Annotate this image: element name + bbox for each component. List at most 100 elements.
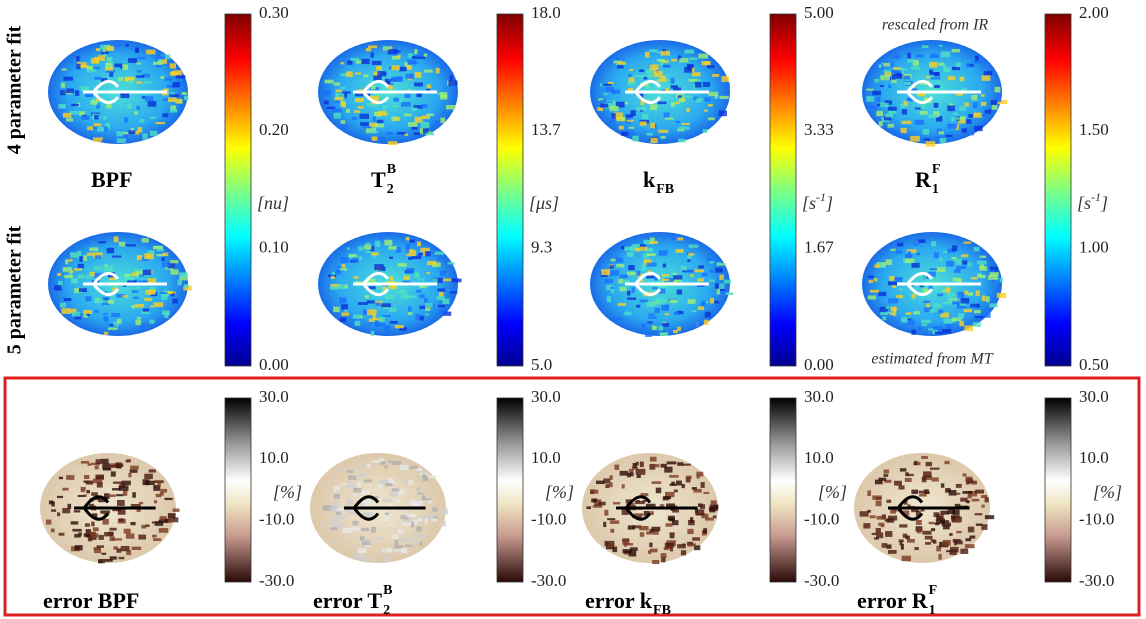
brain-texture <box>398 548 402 552</box>
brain-texture <box>610 257 620 260</box>
brain-texture <box>432 277 443 283</box>
brain-texture <box>635 247 641 252</box>
brain-texture <box>116 130 124 137</box>
brain-texture <box>970 480 978 485</box>
brain-texture <box>678 138 686 143</box>
brain-texture <box>940 51 951 58</box>
brain-texture <box>348 510 357 515</box>
brain-texture <box>58 476 64 480</box>
brain-texture <box>872 90 882 96</box>
brain-texture <box>344 284 348 289</box>
brain-texture <box>977 273 982 278</box>
brain-texture <box>405 295 416 298</box>
brain-texture <box>126 550 132 556</box>
brain-texture <box>334 493 340 499</box>
brain-texture <box>434 251 445 255</box>
brain-texture <box>113 481 124 484</box>
brain-texture <box>405 243 410 250</box>
brain-texture <box>404 62 408 68</box>
brain-texture <box>945 488 951 493</box>
brain-texture <box>604 509 609 516</box>
brain-texture <box>101 552 107 555</box>
brain-texture <box>874 479 883 485</box>
brain-texture <box>615 258 624 263</box>
brain-texture <box>981 101 987 106</box>
brain-texture <box>951 245 958 252</box>
brain-texture <box>353 494 357 497</box>
brain-texture <box>916 252 921 256</box>
brain-texture <box>371 460 382 463</box>
brain-texture <box>677 544 686 549</box>
brain-texture <box>669 532 675 539</box>
brain-texture <box>942 250 948 254</box>
brain-texture <box>118 485 129 491</box>
brain-texture <box>892 309 897 316</box>
brain-texture <box>701 513 709 519</box>
brain-texture <box>388 307 397 312</box>
brain-texture <box>359 315 363 319</box>
brain-texture <box>919 284 924 288</box>
colorbar-tick-label: 30.0 <box>1079 387 1109 406</box>
brain-texture <box>884 519 892 522</box>
brain-texture <box>387 84 393 90</box>
brain-texture <box>723 279 732 284</box>
brain-texture <box>887 123 894 128</box>
brain-texture <box>970 303 980 308</box>
brain-texture <box>435 67 440 74</box>
brain-texture <box>596 480 605 485</box>
brain-texture <box>83 494 87 497</box>
colorbar-tick-label: -10.0 <box>1079 510 1114 529</box>
brain-texture <box>921 477 927 483</box>
brain-texture <box>609 482 613 488</box>
brain-texture <box>124 273 131 279</box>
brain-texture <box>374 111 382 117</box>
brain-texture <box>411 126 418 130</box>
brain-texture <box>945 287 951 293</box>
brain-texture <box>362 309 371 315</box>
brain-texture <box>125 276 135 282</box>
label: R <box>915 167 932 192</box>
brain-image <box>40 453 180 564</box>
brain-texture <box>369 245 375 252</box>
brain-texture <box>116 138 126 144</box>
colorbar-tick-label: 10.0 <box>1079 448 1109 467</box>
brain-texture <box>398 529 404 534</box>
brain-texture <box>603 521 607 528</box>
label: [nu] <box>257 193 289 213</box>
brain-texture <box>952 509 960 515</box>
brain-texture <box>68 259 73 262</box>
brain-texture <box>408 479 414 485</box>
brain-texture <box>442 311 452 316</box>
brain-texture <box>338 284 345 290</box>
brain-texture <box>935 136 942 142</box>
brain-texture <box>640 99 645 106</box>
brain-texture <box>628 468 634 473</box>
brain-texture <box>93 137 103 142</box>
brain-texture <box>413 533 423 539</box>
ventricles <box>897 271 981 297</box>
brain-texture <box>116 293 126 298</box>
brain-texture <box>372 559 379 563</box>
brain-texture <box>89 247 99 251</box>
brain-texture <box>402 520 409 524</box>
brain-texture <box>386 132 393 135</box>
brain-texture <box>385 482 393 487</box>
brain-texture <box>382 286 387 291</box>
brain-texture <box>407 312 413 315</box>
brain-texture <box>388 246 397 250</box>
brain-texture <box>639 93 644 98</box>
brain-texture <box>340 62 345 65</box>
brain-texture <box>420 122 430 128</box>
brain-texture <box>394 324 404 329</box>
brain-image <box>48 232 192 336</box>
label-base: R <box>912 588 929 613</box>
brain-texture <box>712 515 717 519</box>
brain-texture <box>925 461 932 467</box>
brain-texture <box>629 130 634 137</box>
brain-texture <box>57 512 61 517</box>
brain-texture <box>982 313 991 318</box>
brain-texture <box>936 128 942 134</box>
brain-texture <box>387 80 391 85</box>
brain-texture <box>910 66 921 70</box>
brain-texture <box>652 287 658 290</box>
